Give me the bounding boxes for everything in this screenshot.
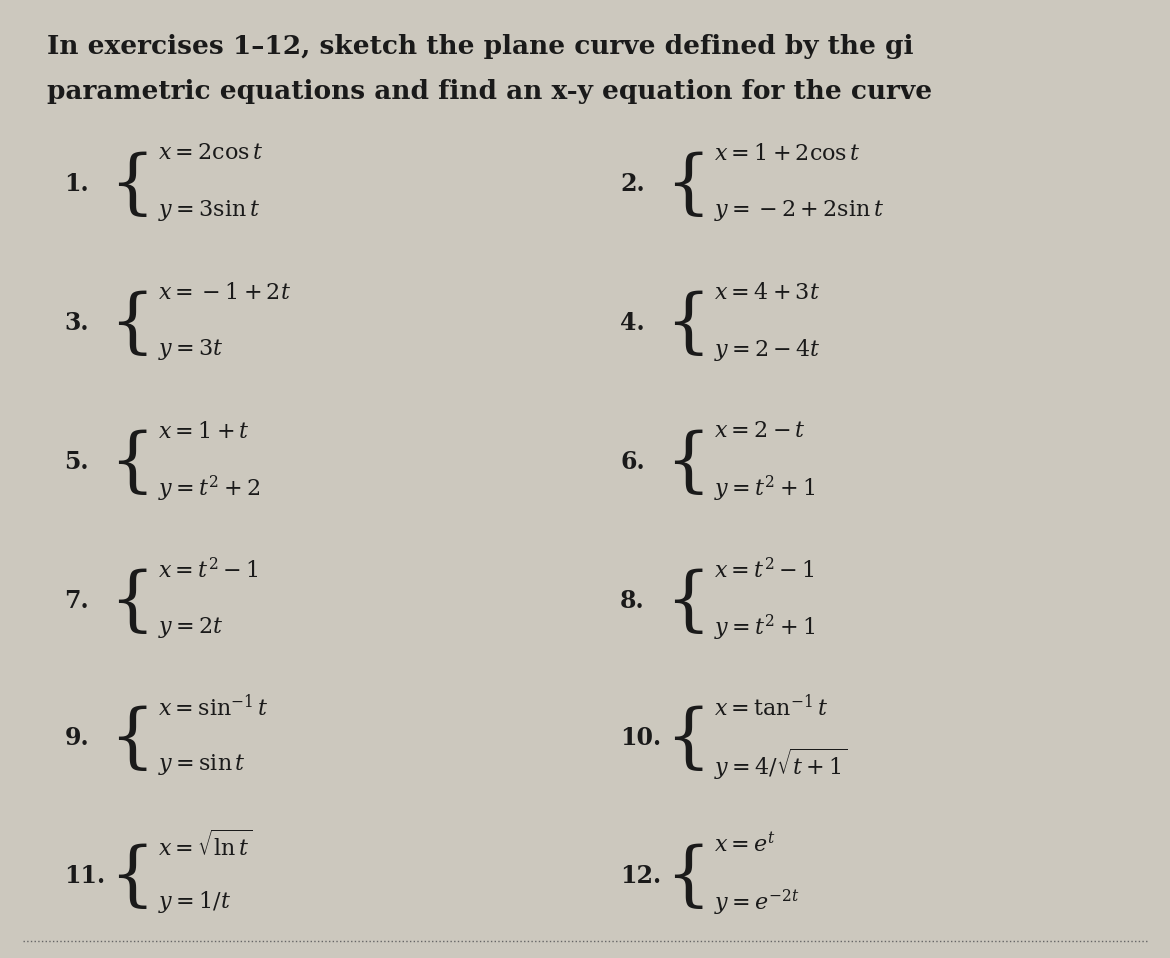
Text: 11.: 11.: [64, 863, 105, 888]
Text: In exercises 1–12, sketch the plane curve defined by the gi: In exercises 1–12, sketch the plane curv…: [47, 34, 914, 58]
Text: 9.: 9.: [64, 725, 89, 750]
Text: $\{$: $\{$: [110, 149, 147, 220]
Text: parametric equations and find an x-y equation for the curve: parametric equations and find an x-y equ…: [47, 79, 932, 103]
Text: $\{$: $\{$: [110, 566, 147, 637]
Text: 5.: 5.: [64, 449, 89, 474]
Text: $y = -2 + 2\sin t$: $y = -2 + 2\sin t$: [714, 198, 885, 223]
Text: $\{$: $\{$: [110, 288, 147, 359]
Text: 10.: 10.: [620, 725, 661, 750]
Text: $y = t^{2} + 1$: $y = t^{2} + 1$: [714, 612, 815, 643]
Text: $\{$: $\{$: [110, 841, 147, 912]
Text: $\{$: $\{$: [666, 566, 703, 637]
Text: 7.: 7.: [64, 588, 89, 613]
Text: $y = 1/t$: $y = 1/t$: [158, 889, 230, 916]
Text: $x = 2 - t$: $x = 2 - t$: [714, 422, 805, 441]
Text: 6.: 6.: [620, 449, 645, 474]
Text: $x = \tan^{-1} t$: $x = \tan^{-1} t$: [714, 694, 828, 720]
Text: $y = e^{-2t}$: $y = e^{-2t}$: [714, 887, 799, 918]
Text: 1.: 1.: [64, 171, 89, 196]
Text: $y = 4/\sqrt{t+1}$: $y = 4/\sqrt{t+1}$: [714, 747, 847, 782]
Text: 2.: 2.: [620, 171, 645, 196]
Text: $y = 3\sin t$: $y = 3\sin t$: [158, 198, 260, 223]
Text: $\{$: $\{$: [666, 427, 703, 498]
Text: $x = e^{t}$: $x = e^{t}$: [714, 833, 776, 857]
Text: 8.: 8.: [620, 588, 645, 613]
Text: $x = 1 + t$: $x = 1 + t$: [158, 421, 249, 442]
Text: $y = 3t$: $y = 3t$: [158, 337, 223, 362]
Text: 3.: 3.: [64, 310, 89, 335]
Text: $y = \sin t$: $y = \sin t$: [158, 752, 246, 777]
Text: $x = 1 + 2\cos t$: $x = 1 + 2\cos t$: [714, 143, 860, 164]
Text: $\{$: $\{$: [110, 427, 147, 498]
Text: $x = t^{2} - 1$: $x = t^{2} - 1$: [714, 558, 814, 582]
Text: $y = 2t$: $y = 2t$: [158, 615, 223, 640]
Text: $x = -1 + 2t$: $x = -1 + 2t$: [158, 282, 291, 303]
Text: $x = 2\cos t$: $x = 2\cos t$: [158, 144, 263, 163]
Text: $\{$: $\{$: [666, 703, 703, 774]
Text: 4.: 4.: [620, 310, 645, 335]
Text: $\{$: $\{$: [666, 841, 703, 912]
Text: $x = 4 + 3t$: $x = 4 + 3t$: [714, 282, 820, 303]
Text: $\{$: $\{$: [110, 703, 147, 774]
Text: $y = t^{2} + 1$: $y = t^{2} + 1$: [714, 473, 815, 504]
Text: $x = \sqrt{\ln t}$: $x = \sqrt{\ln t}$: [158, 830, 253, 860]
Text: $y = t^{2} + 2$: $y = t^{2} + 2$: [158, 473, 261, 504]
Text: $x = t^{2} - 1$: $x = t^{2} - 1$: [158, 558, 259, 582]
Text: $x = \sin^{-1} t$: $x = \sin^{-1} t$: [158, 694, 269, 720]
Text: $\{$: $\{$: [666, 288, 703, 359]
Text: $y = 2 - 4t$: $y = 2 - 4t$: [714, 336, 820, 363]
Text: $\{$: $\{$: [666, 149, 703, 220]
Text: 12.: 12.: [620, 863, 661, 888]
